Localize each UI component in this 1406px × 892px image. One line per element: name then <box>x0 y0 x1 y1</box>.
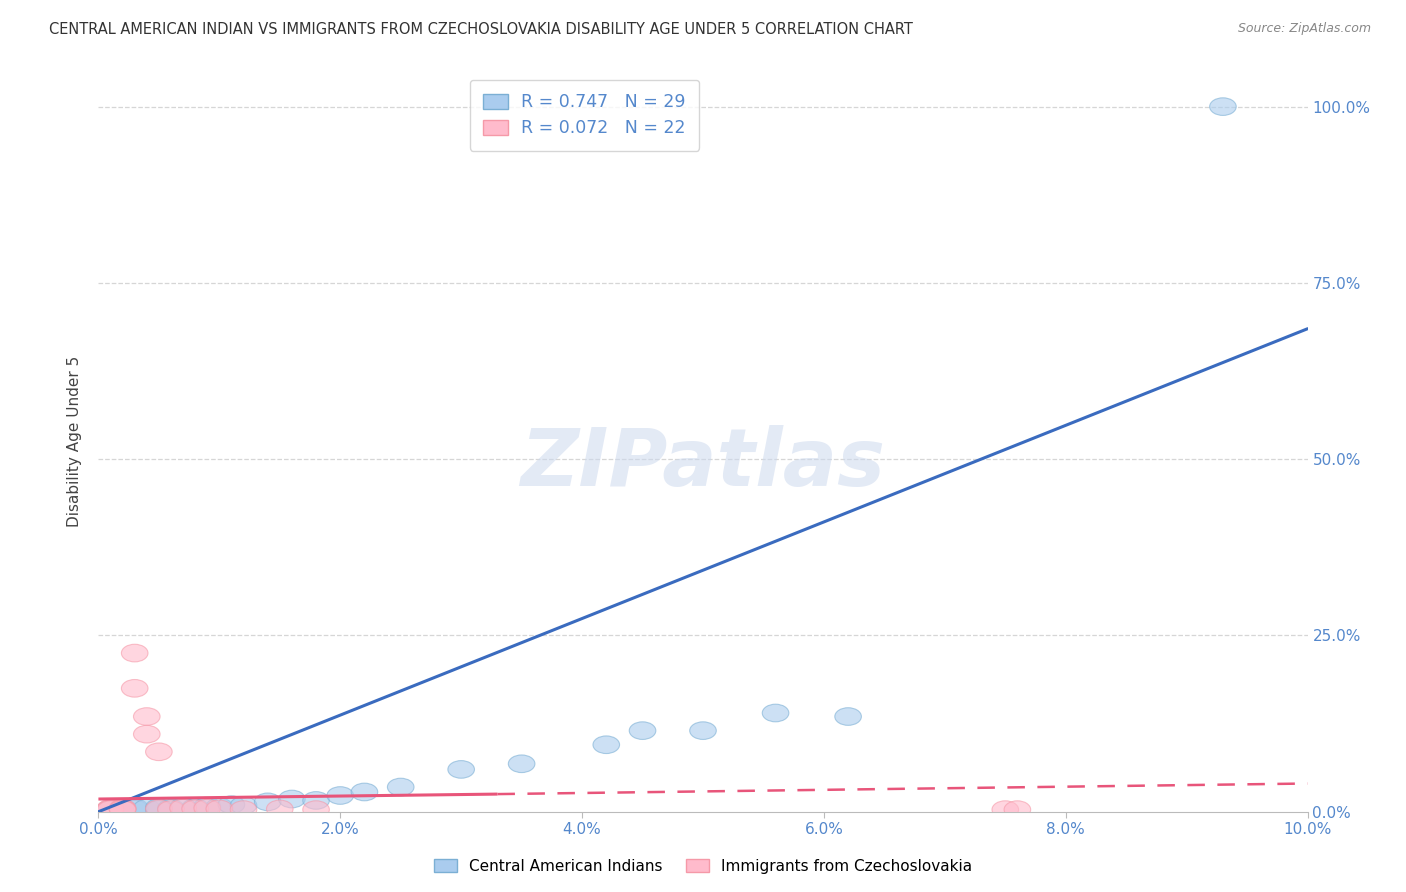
Ellipse shape <box>110 800 136 818</box>
Ellipse shape <box>157 799 184 817</box>
Ellipse shape <box>146 743 172 761</box>
Ellipse shape <box>630 722 655 739</box>
Ellipse shape <box>1209 98 1236 115</box>
Ellipse shape <box>194 799 221 817</box>
Ellipse shape <box>835 707 862 725</box>
Ellipse shape <box>110 799 136 817</box>
Ellipse shape <box>194 797 221 815</box>
Ellipse shape <box>97 801 124 819</box>
Ellipse shape <box>762 704 789 722</box>
Ellipse shape <box>121 800 148 818</box>
Ellipse shape <box>170 799 197 817</box>
Ellipse shape <box>302 791 329 809</box>
Ellipse shape <box>97 800 124 818</box>
Legend: Central American Indians, Immigrants from Czechoslovakia: Central American Indians, Immigrants fro… <box>427 853 979 880</box>
Ellipse shape <box>121 798 148 816</box>
Ellipse shape <box>218 796 245 814</box>
Ellipse shape <box>134 707 160 725</box>
Ellipse shape <box>509 755 534 772</box>
Ellipse shape <box>97 799 124 817</box>
Ellipse shape <box>352 783 378 801</box>
Ellipse shape <box>449 761 474 778</box>
Ellipse shape <box>110 799 136 817</box>
Ellipse shape <box>121 644 148 662</box>
Ellipse shape <box>181 800 208 818</box>
Ellipse shape <box>146 800 172 818</box>
Ellipse shape <box>134 725 160 743</box>
Ellipse shape <box>593 736 620 754</box>
Ellipse shape <box>146 801 172 819</box>
Ellipse shape <box>328 787 353 805</box>
Text: CENTRAL AMERICAN INDIAN VS IMMIGRANTS FROM CZECHOSLOVAKIA DISABILITY AGE UNDER 5: CENTRAL AMERICAN INDIAN VS IMMIGRANTS FR… <box>49 22 912 37</box>
Ellipse shape <box>97 800 124 818</box>
Text: ZIPatlas: ZIPatlas <box>520 425 886 503</box>
Ellipse shape <box>690 722 716 739</box>
Ellipse shape <box>146 798 172 816</box>
Ellipse shape <box>181 798 208 816</box>
Y-axis label: Disability Age Under 5: Disability Age Under 5 <box>67 356 83 527</box>
Ellipse shape <box>207 798 232 815</box>
Ellipse shape <box>267 800 292 818</box>
Ellipse shape <box>231 801 257 819</box>
Ellipse shape <box>157 801 184 819</box>
Ellipse shape <box>388 778 413 796</box>
Ellipse shape <box>993 801 1018 819</box>
Ellipse shape <box>302 801 329 819</box>
Ellipse shape <box>170 798 197 815</box>
Ellipse shape <box>231 797 257 814</box>
Ellipse shape <box>110 801 136 819</box>
Text: Source: ZipAtlas.com: Source: ZipAtlas.com <box>1237 22 1371 36</box>
Legend: R = 0.747   N = 29, R = 0.072   N = 22: R = 0.747 N = 29, R = 0.072 N = 22 <box>470 79 699 151</box>
Ellipse shape <box>121 680 148 698</box>
Ellipse shape <box>1004 801 1031 819</box>
Ellipse shape <box>254 793 281 811</box>
Ellipse shape <box>110 801 136 819</box>
Ellipse shape <box>134 799 160 817</box>
Ellipse shape <box>278 790 305 808</box>
Ellipse shape <box>207 800 232 818</box>
